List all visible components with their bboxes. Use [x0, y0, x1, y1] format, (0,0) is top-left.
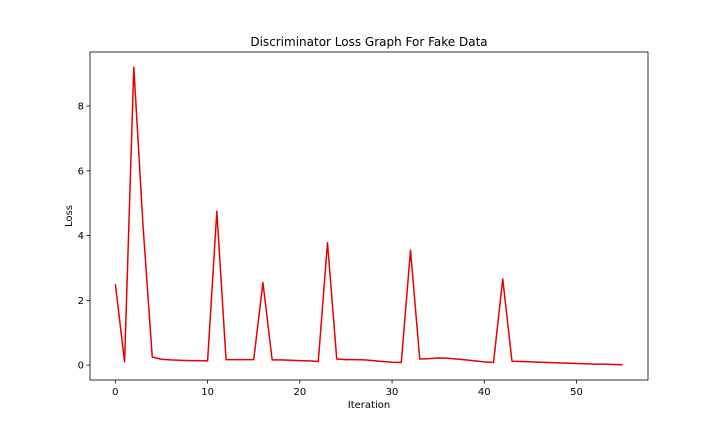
y-tick-label: 8	[78, 102, 84, 113]
x-tick-label: 30	[386, 387, 399, 398]
x-tick-label: 10	[201, 387, 214, 398]
chart-title: Discriminator Loss Graph For Fake Data	[250, 35, 487, 49]
plot-frame	[89, 51, 649, 381]
series-layer	[114, 66, 623, 366]
x-tick-label: 20	[293, 387, 306, 398]
y-tick-label: 0	[78, 361, 84, 372]
y-tick-label: 4	[78, 231, 84, 242]
x-axis-label: Iteration	[348, 400, 390, 411]
x-tick-label: 0	[112, 387, 118, 398]
y-tick-label: 6	[78, 166, 84, 177]
y-tick-label: 2	[78, 296, 84, 307]
series-line-0	[114, 66, 623, 366]
y-axis-label: Loss	[64, 205, 75, 227]
plot-area	[89, 51, 649, 381]
x-tick-label: 40	[478, 387, 491, 398]
x-axis-ticks: 0 10 20 30 40 50	[112, 380, 583, 398]
x-tick-label: 50	[570, 387, 583, 398]
y-axis-ticks: 0 2 4 6 8	[78, 102, 90, 372]
